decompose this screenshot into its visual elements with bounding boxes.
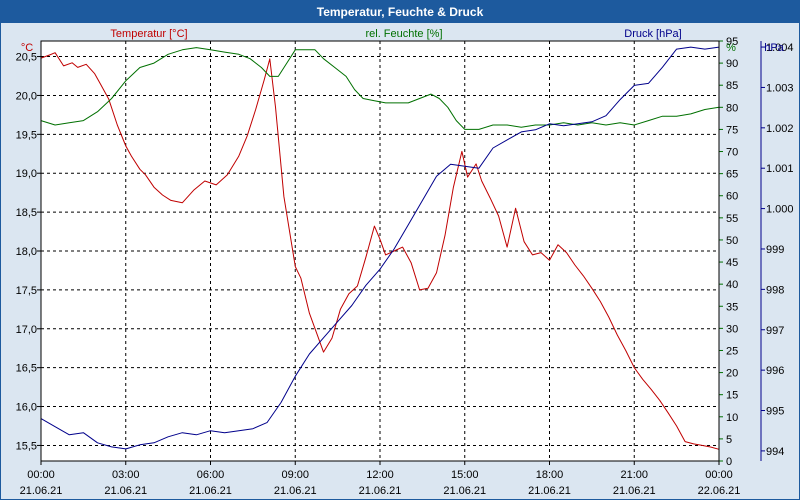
x-tick-label-date: 21.06.21 [613,485,656,497]
humidity-tick-label: 45 [726,257,738,269]
pressure-tick-label: 1.003 [766,82,794,94]
series-line-humidity [40,47,720,130]
humidity-tick-label: 65 [726,169,738,181]
temp-tick-label: 20,0 [16,90,37,102]
x-tick-label-date: 21.06.21 [528,485,571,497]
temp-tick-label: 19,0 [16,168,37,180]
humidity-tick-label: 85 [726,80,738,92]
humidity-tick-label: 55 [726,213,738,225]
x-tick-label-time: 12:00 [366,469,394,481]
humidity-tick-label: 70 [726,147,738,159]
temp-tick-label: 18,5 [16,207,37,219]
humidity-tick-label: 20 [726,368,738,380]
x-tick-label-date: 21.06.21 [274,485,317,497]
x-tick-label-time: 09:00 [281,469,309,481]
series-line-temperature [40,52,720,450]
pressure-tick-label: 1.002 [766,123,794,135]
humidity-tick-label: 15 [726,390,738,402]
temp-tick-label: 17,5 [16,285,37,297]
humidity-tick-label: 90 [726,58,738,70]
humidity-tick-label: 60 [726,191,738,203]
humidity-tick-label: 25 [726,345,738,357]
temp-tick-label: 16,0 [16,402,37,414]
x-tick-label-date: 21.06.21 [189,485,232,497]
temp-tick-label: 18,0 [16,246,37,258]
temp-tick-label: 16,5 [16,363,37,375]
pressure-tick-label: 995 [766,406,784,418]
x-tick-label-time: 03:00 [112,469,140,481]
x-tick-label-time: 00:00 [705,469,733,481]
pressure-tick-label: 1.001 [766,163,794,175]
humidity-tick-label: 80 [726,102,738,114]
temp-tick-label: 15,5 [16,440,37,452]
pressure-tick-label: 996 [766,365,784,377]
x-tick-label-time: 18:00 [536,469,564,481]
x-tick-label-time: 00:00 [27,469,55,481]
humidity-tick-label: 35 [726,301,738,313]
pressure-tick-label: 998 [766,284,784,296]
plot-border [40,40,720,462]
humidity-axis-label: rel. Feuchte [%] [365,28,442,40]
x-tick-label-date: 21.06.21 [104,485,147,497]
humidity-unit-label: % [726,42,736,54]
humidity-tick-label: 95 [726,36,738,48]
x-tick-label-date: 21.06.21 [443,485,486,497]
humidity-tick-label: 5 [726,434,732,446]
humidity-tick-label: 40 [726,279,738,291]
temp-tick-label: 20,5 [16,52,37,64]
pressure-tick-label: 999 [766,244,784,256]
temp-tick-label: 19,5 [16,129,37,141]
x-tick-label-time: 21:00 [620,469,648,481]
humidity-tick-label: 0 [726,456,732,468]
pressure-tick-label: 1.000 [766,204,794,216]
temp-unit-label: °C [21,42,33,54]
humidity-tick-label: 10 [726,412,738,424]
x-tick-label-date: 21.06.21 [359,485,402,497]
humidity-tick-label: 75 [726,124,738,136]
temp-axis-label: Temperatur [°C] [110,28,187,40]
x-tick-label-time: 15:00 [451,469,479,481]
pressure-tick-label: 997 [766,325,784,337]
humidity-tick-label: 30 [726,323,738,335]
pressure-tick-label: 994 [766,446,784,458]
x-tick-label-date: 21.06.21 [20,485,63,497]
humidity-tick-label: 50 [726,235,738,247]
x-tick-label-time: 06:00 [197,469,225,481]
pressure-tick-label: 1.004 [766,42,794,54]
chart-title: Temperatur, Feuchte & Druck [1,1,799,23]
pressure-axis-label: Druck [hPa] [624,28,681,40]
pressure-unit-label: hPa [764,42,784,54]
x-tick-label-date: 22.06.21 [698,485,741,497]
temp-tick-label: 17,0 [16,324,37,336]
series-line-pressure [40,46,720,450]
